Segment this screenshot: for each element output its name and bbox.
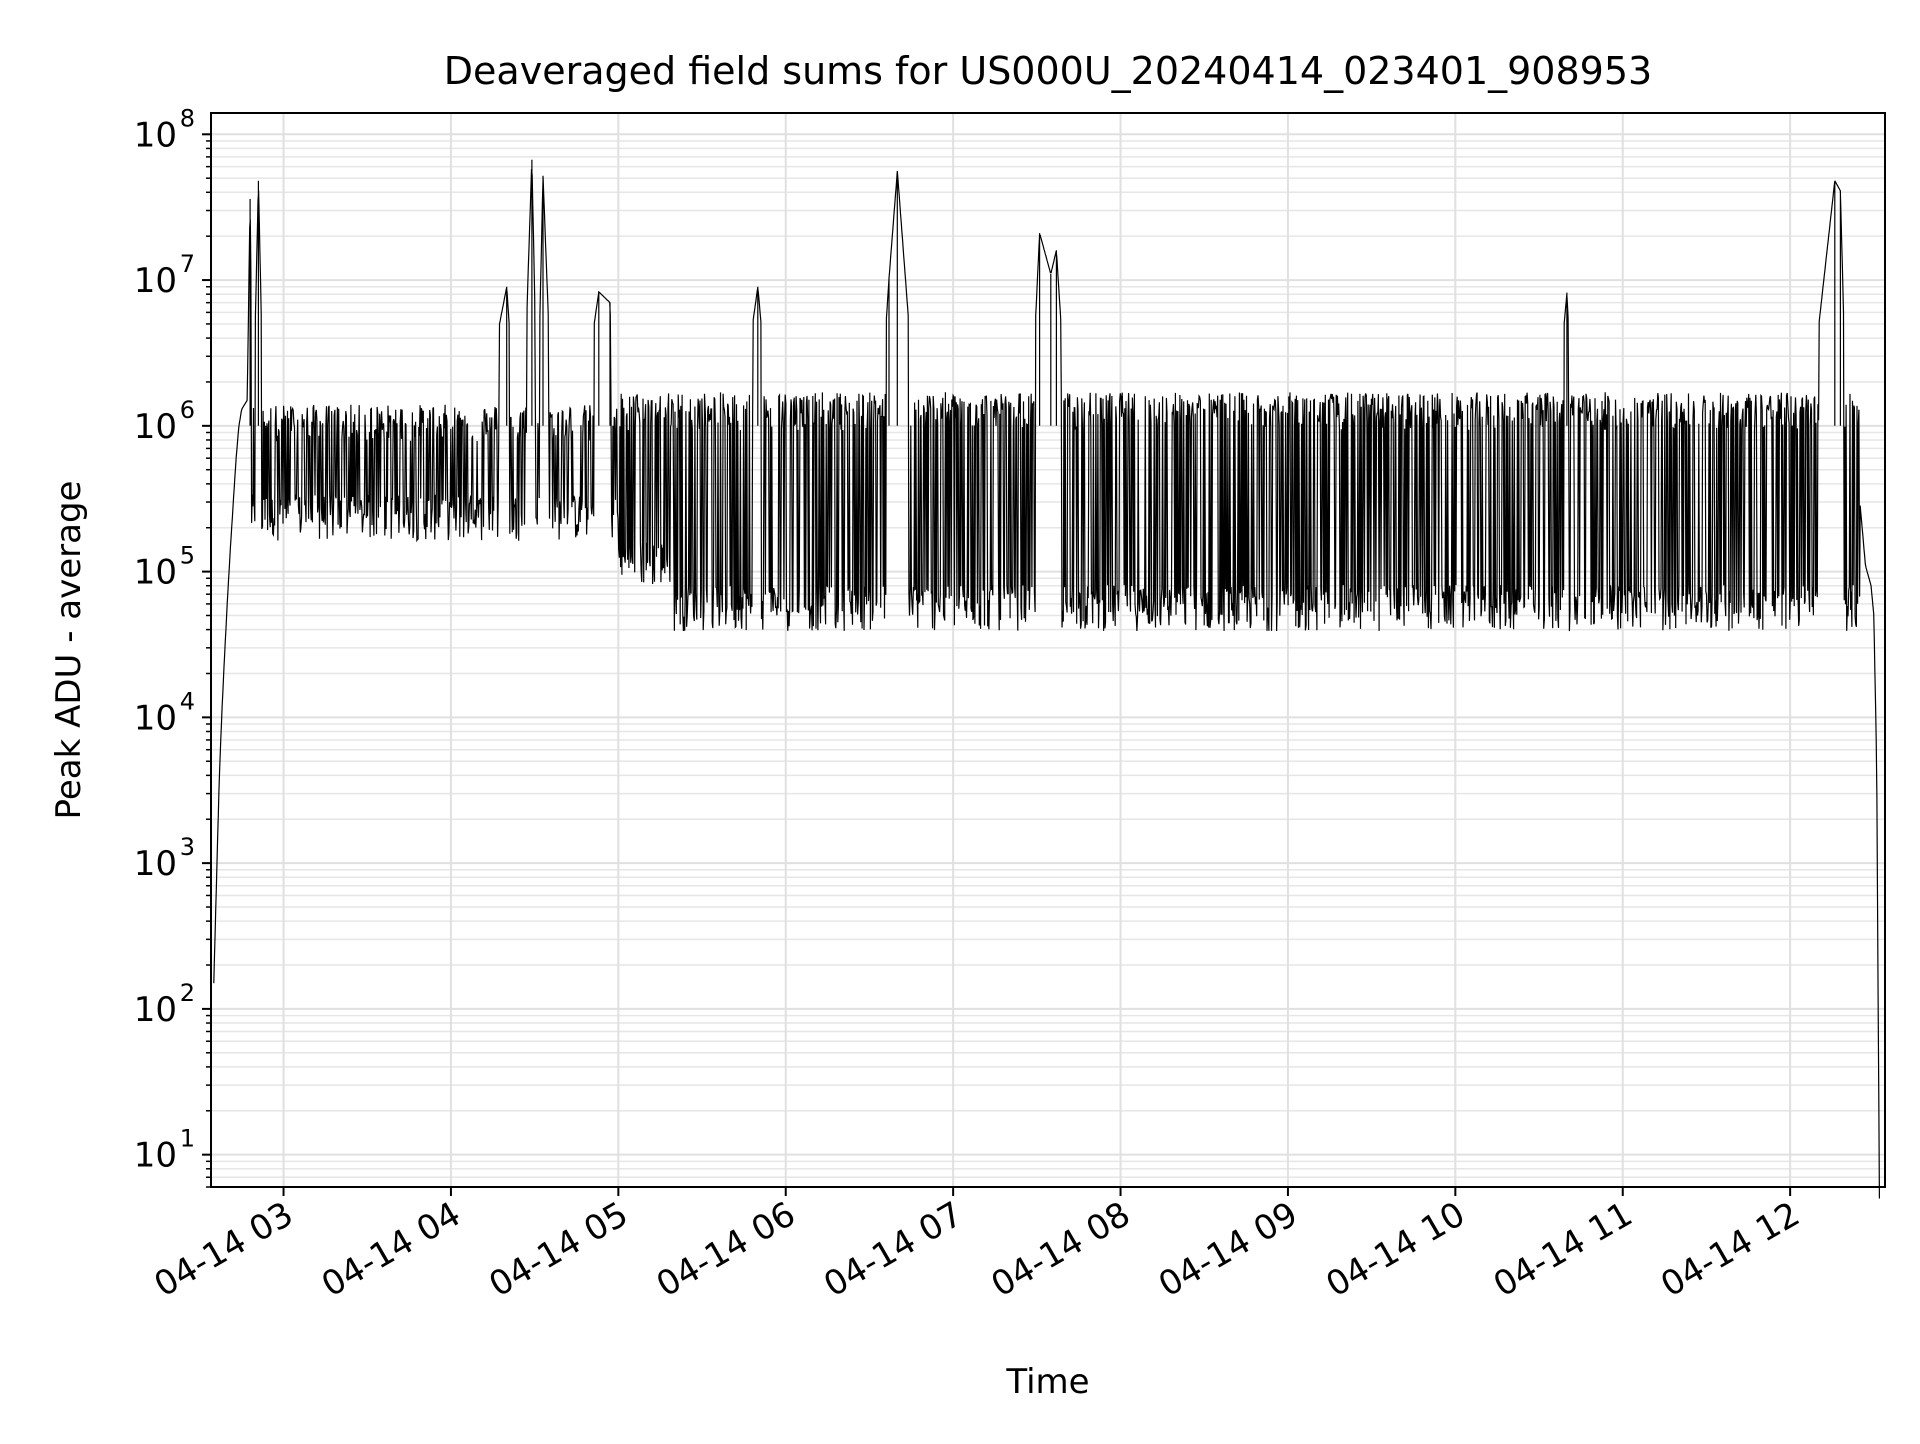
- y-tick-label: 10: [134, 261, 177, 301]
- series-line: [213, 159, 1880, 1199]
- x-axis-label: Time: [1005, 1362, 1089, 1402]
- y-tick-label-base: 10: [134, 261, 177, 301]
- y-tick-label: 10: [134, 698, 177, 738]
- y-tick-label-exponent: 2: [180, 979, 195, 1007]
- y-tick-label-base: 10: [134, 990, 177, 1030]
- y-tick-label: 10: [134, 990, 177, 1030]
- y-tick-label-exponent: 4: [180, 687, 195, 715]
- y-tick-label: 10: [134, 844, 177, 884]
- y-tick-label: 10: [134, 407, 177, 447]
- y-tick-label: 10: [134, 553, 177, 593]
- y-tick-label-base: 10: [134, 115, 177, 155]
- y-tick-label-exponent: 6: [180, 396, 195, 424]
- y-tick-label-exponent: 7: [180, 250, 195, 278]
- y-tick-label-base: 10: [134, 407, 177, 447]
- y-tick-label-exponent: 8: [180, 104, 195, 132]
- y-tick-label-base: 10: [134, 844, 177, 884]
- y-axis-label: Peak ADU - average: [49, 481, 89, 820]
- plot-frame: [210, 112, 1886, 1188]
- chart-title: Deaveraged field sums for US000U_2024041…: [444, 49, 1652, 93]
- y-tick-label-base: 10: [134, 1136, 177, 1176]
- y-tick-label-exponent: 5: [180, 542, 195, 570]
- y-tick-label-exponent: 1: [180, 1125, 195, 1153]
- y-tick-label: 10: [134, 115, 177, 155]
- y-tick-label: 10: [134, 1136, 177, 1176]
- y-tick-label-base: 10: [134, 698, 177, 738]
- y-tick-label-base: 10: [134, 553, 177, 593]
- y-tick-label-exponent: 3: [180, 833, 195, 861]
